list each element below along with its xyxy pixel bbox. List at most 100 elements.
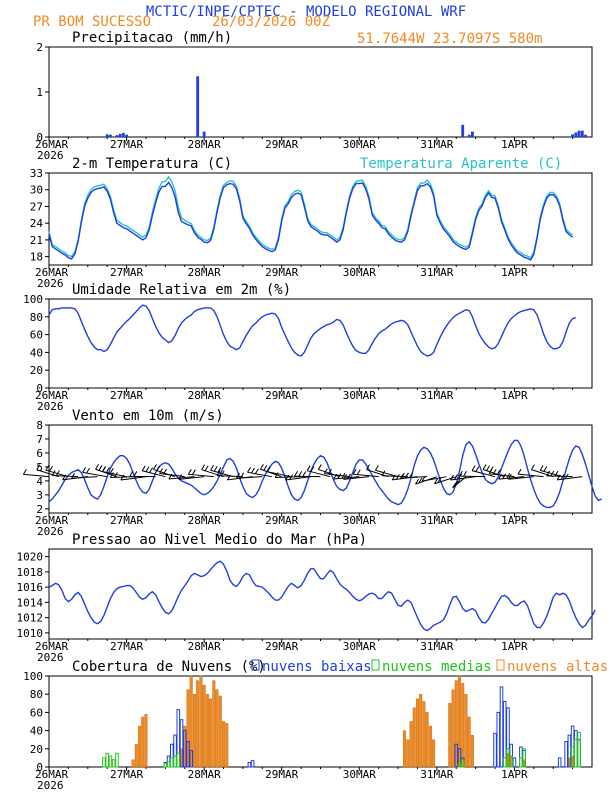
clouds-ytick-label: 60 bbox=[30, 706, 43, 719]
temp-xtick-label: 30MAR bbox=[343, 266, 376, 279]
clouds-bar-low bbox=[557, 757, 562, 768]
clouds-bar-high bbox=[425, 712, 429, 768]
wind-barb-feather bbox=[163, 468, 168, 475]
precip-frame bbox=[48, 46, 593, 138]
wind-barb-feather bbox=[507, 474, 512, 480]
wind-barb-feather bbox=[254, 468, 259, 474]
rh-ytick-label: 80 bbox=[30, 311, 43, 324]
wind-barb-feather bbox=[82, 467, 87, 473]
wind-barb-feather bbox=[109, 467, 114, 474]
clouds-bar-high bbox=[467, 716, 471, 768]
rh-title: Umidade Relativa em 2m (%) bbox=[72, 282, 291, 298]
precip-ytick-label: 2 bbox=[36, 41, 43, 54]
pressure-xtick-label: 1APR bbox=[501, 640, 528, 653]
clouds-bar-high bbox=[225, 723, 229, 768]
temp-line bbox=[48, 181, 573, 261]
wind-ytick-label: 6 bbox=[36, 447, 43, 460]
clouds-bar-high bbox=[415, 698, 419, 768]
clouds-bar-high bbox=[409, 721, 413, 768]
clouds-bar-low bbox=[493, 732, 497, 768]
pressure-title: Pressao ao Nivel Medio do Mar (hPa) bbox=[72, 532, 367, 548]
wind-barb-feather bbox=[240, 472, 245, 479]
wind-barb-feather bbox=[395, 474, 400, 480]
clouds-ytick-label: 0 bbox=[36, 761, 43, 774]
header-title: MCTIC/INPE/CPTEC - MODELO REGIONAL WRF bbox=[146, 4, 466, 20]
clouds-bar-high bbox=[419, 694, 423, 768]
wind-barb-feather bbox=[98, 465, 103, 471]
clouds-bar-high bbox=[202, 684, 206, 768]
clouds-bar-low bbox=[502, 700, 507, 768]
clouds-bar-high bbox=[209, 698, 213, 768]
wind-xtick-label: 29MAR bbox=[265, 514, 298, 527]
precip-title: Precipitacao (mm/h) bbox=[72, 30, 232, 46]
wind-barb-feather bbox=[456, 479, 461, 485]
clouds-bar-mid bbox=[102, 757, 106, 768]
wind-barb-feather bbox=[418, 477, 423, 484]
clouds-legend-swatch bbox=[496, 659, 505, 671]
clouds-bar-low bbox=[496, 711, 501, 768]
wind-barbs bbox=[22, 463, 583, 489]
wind-barb-feather bbox=[550, 470, 555, 477]
wind-xtick-label: 30MAR bbox=[343, 514, 376, 527]
clouds-xtick-label: 27MAR bbox=[110, 768, 143, 781]
wind-barb-feather bbox=[341, 473, 346, 479]
wind-barb-shaft bbox=[120, 476, 147, 481]
clouds-bar-mid bbox=[111, 759, 116, 768]
wind-barb-shaft bbox=[353, 473, 379, 478]
temp-title: 2-m Temperatura (C) bbox=[72, 156, 232, 172]
wind-barb-feather bbox=[343, 474, 347, 480]
wind-barb-shaft bbox=[178, 476, 205, 480]
precip-bar bbox=[471, 131, 474, 137]
temp-legend: Temperatura Aparente (C) bbox=[360, 156, 562, 172]
clouds-bar-high bbox=[137, 725, 141, 768]
wind-barb-feather bbox=[251, 467, 255, 474]
clouds-bar-high bbox=[461, 683, 465, 768]
clouds-bar-low bbox=[250, 760, 255, 768]
wind-barb-feather bbox=[285, 474, 290, 481]
temp-xtick-label: 31MAR bbox=[420, 266, 453, 279]
wind-barb-feather bbox=[159, 468, 163, 474]
wind-barb-feather bbox=[517, 468, 522, 475]
rh-ytick-label: 0 bbox=[36, 382, 43, 395]
clouds-bar-mid bbox=[166, 761, 171, 768]
wind-barb-feather bbox=[236, 472, 240, 479]
precip-bar bbox=[121, 132, 125, 137]
wind-barb-feather bbox=[452, 482, 457, 489]
clouds-xtick-label: 30MAR bbox=[343, 768, 376, 781]
wind-barb-feather bbox=[191, 469, 196, 475]
wind-barb-feather bbox=[213, 466, 218, 472]
precip-xtick-label: 26MAR bbox=[35, 138, 68, 151]
clouds-bar-mid bbox=[522, 748, 526, 768]
wind-barb-shaft bbox=[434, 476, 457, 485]
wind-barb-feather bbox=[102, 466, 107, 472]
clouds-bar-high bbox=[192, 694, 196, 768]
panels: 0 1 2 26MAR 27MAR 28MAR 29MAR 30MAR 31MAR 1APR 20 2… bbox=[17, 30, 609, 792]
wind-barb-feather bbox=[539, 465, 544, 471]
wind-barb-feather bbox=[302, 471, 307, 477]
clouds-bar-low bbox=[189, 750, 194, 768]
clouds-bar-mid bbox=[105, 752, 109, 768]
wind-barb-feather bbox=[62, 474, 66, 481]
wind-barb-shaft bbox=[267, 471, 292, 478]
clouds-bar-high bbox=[406, 739, 410, 768]
clouds-ytick-label: 40 bbox=[30, 725, 43, 738]
wind-barb-feather bbox=[333, 473, 338, 480]
temp-xtick-label: 28MAR bbox=[188, 266, 221, 279]
wind-barb-feather bbox=[450, 474, 454, 481]
pressure-ytick-label: 1014 bbox=[17, 596, 44, 609]
precip-bar bbox=[125, 134, 128, 137]
wind-barb-shaft bbox=[82, 471, 108, 478]
rh-ytick-label: 20 bbox=[30, 364, 43, 377]
clouds-ytick-label: 80 bbox=[30, 688, 43, 701]
precip-ytick-label: 1 bbox=[36, 86, 43, 99]
wind-barb-feather bbox=[496, 469, 501, 475]
wind-barb-shaft bbox=[508, 476, 534, 480]
wind-ytick-label: 8 bbox=[36, 419, 43, 432]
temp-xtick-label: 26MAR bbox=[35, 266, 68, 279]
wind-xtick-label: 28MAR bbox=[188, 514, 221, 527]
wind-barb-feather bbox=[55, 470, 60, 476]
wind-xtick-label: 27MAR bbox=[110, 514, 143, 527]
clouds-bar-mid bbox=[108, 755, 113, 768]
clouds-bar-mid bbox=[506, 748, 510, 768]
